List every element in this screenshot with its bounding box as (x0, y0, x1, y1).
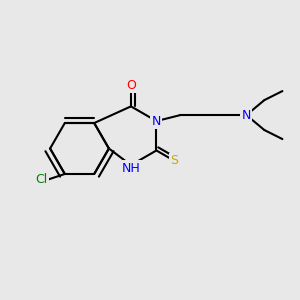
Text: S: S (171, 154, 178, 167)
Text: N: N (242, 109, 251, 122)
Text: Cl: Cl (35, 173, 47, 187)
Text: N: N (152, 115, 161, 128)
Text: O: O (126, 79, 136, 92)
Text: NH: NH (122, 162, 140, 175)
